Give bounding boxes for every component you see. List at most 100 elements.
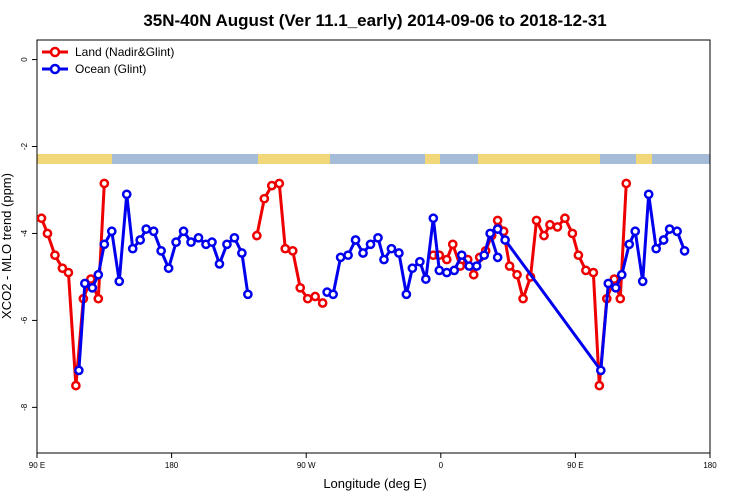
map-strip-land bbox=[425, 154, 440, 164]
data-point-land bbox=[251, 230, 262, 241]
data-point-land bbox=[57, 263, 68, 274]
data-point-ocean bbox=[335, 252, 346, 263]
data-point-land bbox=[504, 261, 515, 271]
data-point-ocean bbox=[492, 224, 503, 234]
data-point-land bbox=[310, 291, 321, 302]
data-point-ocean bbox=[595, 365, 606, 376]
data-point-ocean bbox=[106, 226, 117, 237]
data-point-land bbox=[552, 222, 563, 232]
data-point-ocean bbox=[114, 276, 125, 287]
map-strip-land bbox=[258, 154, 330, 164]
series-ocean bbox=[74, 189, 690, 376]
data-point-ocean bbox=[328, 289, 338, 300]
data-point-ocean bbox=[141, 224, 152, 234]
data-point-ocean bbox=[500, 235, 510, 245]
map-strip-land bbox=[636, 154, 652, 164]
data-point-ocean bbox=[643, 189, 654, 200]
data-point-ocean bbox=[373, 232, 383, 243]
data-point-ocean bbox=[658, 235, 669, 245]
x-axis-label: Longitude (deg E) bbox=[323, 476, 426, 491]
data-point-ocean bbox=[624, 239, 635, 250]
data-point-ocean bbox=[135, 235, 146, 245]
data-point-ocean bbox=[171, 237, 181, 248]
data-point-land bbox=[441, 254, 452, 265]
data-point-ocean bbox=[229, 232, 240, 243]
data-point-ocean bbox=[485, 228, 496, 239]
map-strip-ocean bbox=[37, 154, 710, 164]
data-point-land bbox=[531, 215, 542, 226]
legend-marker-ocean bbox=[49, 63, 61, 75]
data-point-ocean bbox=[479, 250, 490, 261]
data-point-ocean bbox=[343, 250, 353, 261]
y-tick-label: -2 bbox=[20, 142, 29, 150]
data-point-land bbox=[71, 380, 81, 391]
data-point-land bbox=[621, 178, 632, 189]
data-point-ocean bbox=[193, 232, 204, 243]
data-point-land bbox=[259, 193, 270, 204]
data-point-ocean bbox=[651, 243, 662, 254]
data-point-ocean bbox=[420, 274, 431, 284]
y-tick-label: -6 bbox=[20, 316, 29, 324]
legend-label-ocean: Ocean (Glint) bbox=[75, 62, 146, 76]
series-line-ocean bbox=[77, 192, 250, 371]
data-point-land bbox=[85, 274, 96, 284]
y-tick-label: -4 bbox=[20, 229, 29, 237]
data-point-land bbox=[37, 213, 47, 224]
data-point-ocean bbox=[121, 189, 132, 200]
data-point-ocean bbox=[407, 263, 418, 274]
data-point-land bbox=[588, 267, 599, 278]
data-point-land bbox=[317, 298, 328, 308]
data-point-ocean bbox=[214, 259, 225, 269]
y-tick-label: -8 bbox=[20, 403, 29, 411]
data-point-ocean bbox=[74, 365, 84, 376]
x-tick-label: 180 bbox=[703, 461, 717, 470]
data-point-land bbox=[492, 215, 503, 226]
data-point-ocean bbox=[456, 250, 467, 261]
data-point-ocean bbox=[222, 239, 232, 250]
data-point-ocean bbox=[672, 226, 682, 237]
data-point-ocean bbox=[610, 282, 621, 293]
data-point-land bbox=[63, 267, 74, 278]
data-point-ocean bbox=[471, 261, 482, 271]
data-point-land bbox=[274, 178, 285, 189]
data-point-ocean bbox=[87, 282, 98, 293]
data-point-land bbox=[42, 228, 53, 239]
data-point-ocean bbox=[630, 226, 641, 237]
data-point-ocean bbox=[178, 226, 189, 237]
data-point-ocean bbox=[99, 239, 110, 250]
series-land bbox=[37, 178, 632, 391]
plot-frame bbox=[36, 39, 711, 454]
data-point-ocean bbox=[679, 245, 690, 256]
data-point-ocean bbox=[127, 243, 138, 254]
legend-marker-land bbox=[49, 46, 61, 58]
data-point-ocean bbox=[464, 261, 475, 271]
y-axis: 0 -2 -4 -6 -8 bbox=[20, 57, 37, 411]
data-point-ocean bbox=[603, 278, 614, 289]
data-point-ocean bbox=[379, 254, 389, 265]
data-point-ocean bbox=[401, 289, 412, 300]
data-point-land bbox=[518, 293, 528, 304]
data-point-land bbox=[99, 178, 110, 189]
data-point-land bbox=[573, 250, 584, 261]
data-point-ocean bbox=[365, 239, 376, 250]
data-point-ocean bbox=[441, 267, 452, 278]
data-point-ocean bbox=[428, 213, 439, 224]
data-point-ocean bbox=[243, 289, 253, 300]
data-point-ocean bbox=[386, 243, 397, 254]
map-strip-land bbox=[478, 154, 600, 164]
data-point-land bbox=[545, 219, 555, 230]
data-point-ocean bbox=[616, 269, 627, 280]
data-point-land bbox=[302, 293, 313, 304]
x-tick-label: 90 W bbox=[297, 461, 316, 470]
map-strip bbox=[37, 154, 710, 164]
x-tick-label: 90 E bbox=[567, 461, 583, 470]
data-point-ocean bbox=[492, 252, 503, 263]
data-point-ocean bbox=[163, 263, 174, 274]
x-axis: 90 E 180 90 W 0 90 E 180 bbox=[29, 453, 717, 470]
data-point-ocean bbox=[415, 256, 425, 267]
data-point-ocean bbox=[156, 245, 166, 256]
data-point-land bbox=[567, 228, 578, 239]
data-point-land bbox=[93, 293, 104, 304]
map-strip-land bbox=[37, 154, 112, 164]
data-point-land bbox=[295, 282, 306, 293]
